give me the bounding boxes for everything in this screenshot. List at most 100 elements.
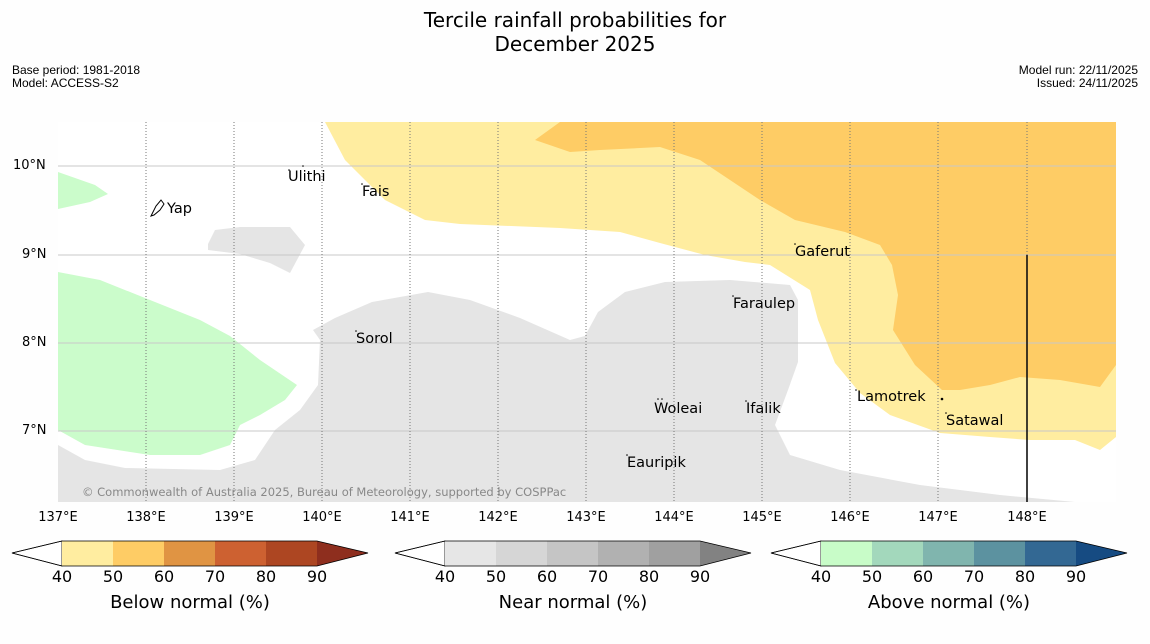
label-sorol: Sorol <box>356 331 393 347</box>
below-outline <box>11 540 369 567</box>
label-gaferut: Gaferut <box>795 244 850 260</box>
above-tick-60: 60 <box>912 567 934 586</box>
below-swatch-70 <box>215 541 266 566</box>
below-swatch-40 <box>62 541 113 566</box>
place-labels: Yap Ulithi Fais Gaferut Faraulep Sorol W… <box>166 169 1003 471</box>
label-woleai: Woleai <box>654 401 702 417</box>
above-normal-label: Above normal (%) <box>867 592 1031 613</box>
ifalik-marker <box>745 400 747 402</box>
near-outline <box>394 540 752 567</box>
label-faraulep: Faraulep <box>733 296 795 312</box>
below-tick-60: 60 <box>153 567 175 586</box>
map-area: Yap Ulithi Fais Gaferut Faraulep Sorol W… <box>58 122 1116 502</box>
near-swatch-80 <box>649 541 700 566</box>
near-normal-label: Near normal (%) <box>498 592 648 613</box>
below-swatch-60 <box>164 541 215 566</box>
legend-near-normal <box>394 540 752 567</box>
longitude-gridlines <box>145 122 1028 502</box>
lon-tick-141e: 141°E <box>390 510 430 525</box>
copyright-notice: © Commonwealth of Australia 2025, Bureau… <box>82 485 566 499</box>
near-extend-low <box>394 540 446 567</box>
meta-right: Model run: 22/11/2025 Issued: 24/11/2025 <box>1019 64 1138 90</box>
label-ulithi: Ulithi <box>288 169 326 185</box>
near-tick-40: 40 <box>434 567 456 586</box>
above-outline <box>770 540 1128 567</box>
gaferut-marker <box>794 243 796 245</box>
near-swatch-60 <box>547 541 598 566</box>
fais-marker <box>361 183 363 185</box>
below-extend-low <box>11 540 63 567</box>
label-fais: Fais <box>362 184 389 200</box>
above-tick-80: 80 <box>1014 567 1036 586</box>
ulithi-marker <box>288 169 290 171</box>
woleai-marker <box>657 398 659 400</box>
label-lamotrek: Lamotrek <box>857 389 926 405</box>
above-swatch-60 <box>923 541 974 566</box>
above-swatch-50 <box>872 541 923 566</box>
near-tick-70: 70 <box>587 567 609 586</box>
near-swatch-40 <box>445 541 496 566</box>
model-name: Model: ACCESS-S2 <box>12 76 119 90</box>
lon-tick-145e: 145°E <box>742 510 782 525</box>
lon-tick-144e: 144°E <box>654 510 694 525</box>
yap-island-shape <box>150 199 165 217</box>
above-extend-high <box>1076 541 1127 566</box>
near-tick-60: 60 <box>536 567 558 586</box>
lon-tick-146e: 146°E <box>830 510 870 525</box>
lat-tick-10n: 10°N <box>13 158 46 173</box>
above-tick-50: 50 <box>861 567 883 586</box>
above-tick-90: 90 <box>1065 567 1087 586</box>
label-eauripik: Eauripik <box>627 455 686 471</box>
lamotrek-marker-2 <box>940 397 944 401</box>
below-normal-50-region <box>535 122 1116 390</box>
below-tick-90: 90 <box>306 567 328 586</box>
below-swatch-80 <box>266 541 317 566</box>
below-tick-50: 50 <box>102 567 124 586</box>
above-extend-low <box>770 540 822 567</box>
ulithi-marker-2 <box>302 165 304 167</box>
near-swatch-70 <box>598 541 649 566</box>
label-ifalik: Ifalik <box>746 401 781 417</box>
lat-tick-7n: 7°N <box>22 423 47 438</box>
near-swatch-50 <box>496 541 547 566</box>
label-yap: Yap <box>166 201 192 217</box>
model-run: Model run: 22/11/2025 <box>1018 63 1138 77</box>
below-swatch-50 <box>113 541 164 566</box>
near-normal-region-south <box>398 470 455 502</box>
below-tick-70: 70 <box>204 567 226 586</box>
label-satawal: Satawal <box>946 413 1003 429</box>
lat-tick-9n: 9°N <box>22 247 47 262</box>
lat-tick-8n: 8°N <box>22 335 47 350</box>
lamotrek-marker <box>855 389 857 391</box>
near-tick-50: 50 <box>485 567 507 586</box>
faraulep-marker <box>732 295 734 297</box>
below-normal-label: Below normal (%) <box>110 592 270 613</box>
below-tick-40: 40 <box>51 567 73 586</box>
below-extend-high <box>317 541 368 566</box>
satawal-marker <box>945 412 947 414</box>
lon-tick-148e: 148°E <box>1007 510 1047 525</box>
near-normal-region-main <box>58 280 1075 502</box>
lon-tick-137e: 137°E <box>38 510 78 525</box>
lon-tick-138e: 138°E <box>126 510 166 525</box>
title-line-2: December 2025 <box>494 32 656 56</box>
woleai-marker-2 <box>661 398 663 400</box>
lon-tick-140e: 140°E <box>302 510 342 525</box>
near-tick-80: 80 <box>638 567 660 586</box>
above-normal-region-north <box>58 172 108 209</box>
sorol-marker <box>355 330 357 332</box>
above-swatch-80 <box>1025 541 1076 566</box>
near-normal-region-north <box>208 227 305 273</box>
above-tick-70: 70 <box>963 567 985 586</box>
lon-tick-142e: 142°E <box>478 510 518 525</box>
near-tick-90: 90 <box>689 567 711 586</box>
lon-tick-143e: 143°E <box>566 510 606 525</box>
lon-tick-139e: 139°E <box>214 510 254 525</box>
above-swatch-70 <box>974 541 1025 566</box>
near-extend-high <box>700 541 751 566</box>
island-markers <box>288 165 947 456</box>
base-period: Base period: 1981-2018 <box>12 63 141 77</box>
lon-tick-147e: 147°E <box>918 510 958 525</box>
legend-above-normal <box>770 540 1128 567</box>
